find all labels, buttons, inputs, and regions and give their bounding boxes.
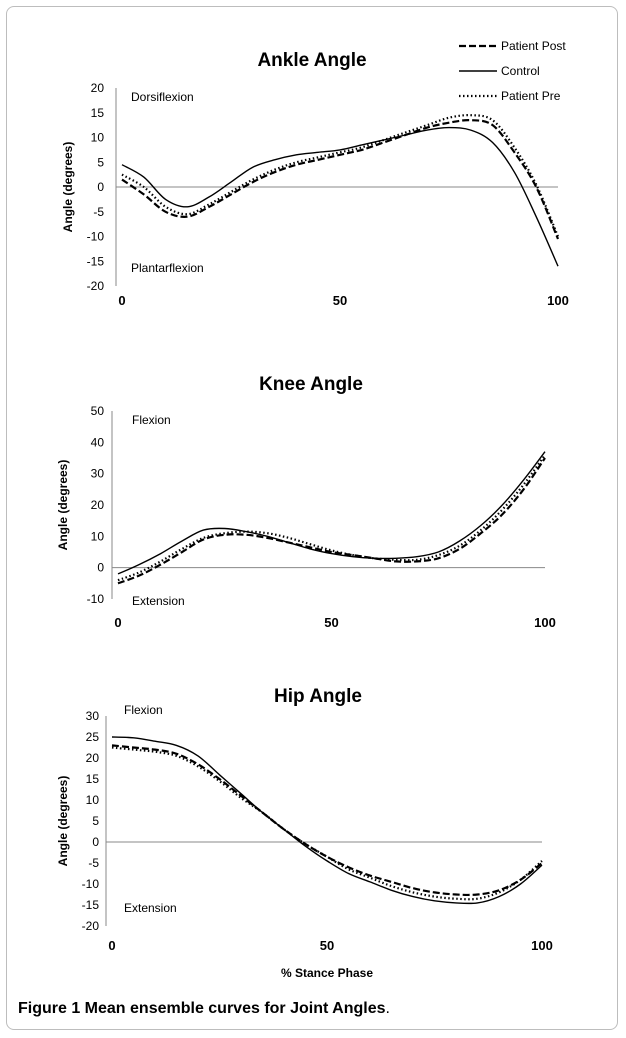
figure-frame	[6, 6, 618, 1030]
legend-label: Control	[501, 64, 540, 78]
y-tick-label: 30	[86, 709, 100, 723]
annotation-bottom: Extension	[124, 901, 177, 915]
legend: Patient Post Control Patient Pre	[459, 39, 566, 103]
series-line-control	[117, 451, 546, 575]
y-tick-label: 20	[91, 81, 105, 95]
series-line-patient-post	[121, 119, 560, 240]
x-tick-label: 50	[324, 615, 338, 630]
series-line-patient-post	[111, 744, 543, 897]
y-tick-label: 30	[91, 467, 105, 481]
annotation-top: Flexion	[132, 413, 171, 427]
y-tick-label: 0	[97, 561, 104, 575]
x-tick-label: 0	[118, 293, 125, 308]
x-tick-label: 100	[547, 293, 569, 308]
caption-text: Mean ensemble curves for Joint Angles	[80, 1000, 386, 1017]
y-tick-label: 0	[97, 180, 104, 194]
y-axis-label: Angle (degrees)	[56, 776, 70, 867]
y-tick-label: 0	[92, 835, 99, 849]
y-tick-label: -10	[87, 230, 105, 244]
x-tick-label: 0	[108, 938, 115, 953]
y-tick-label: -10	[87, 592, 105, 606]
x-tick-label: 100	[531, 938, 553, 953]
x-tick-label: 50	[333, 293, 347, 308]
y-axis-label: Angle (degrees)	[56, 460, 70, 551]
y-tick-label: -5	[88, 856, 99, 870]
series-line-control	[111, 736, 543, 905]
y-tick-label: 40	[91, 435, 105, 449]
annotation-bottom: Plantarflexion	[131, 261, 204, 275]
y-tick-label: 10	[86, 793, 100, 807]
y-tick-label: 25	[86, 730, 100, 744]
x-tick-label: 0	[114, 615, 121, 630]
series-line-patient-pre	[117, 454, 546, 582]
chart-title: Knee Angle	[259, 374, 363, 395]
annotation-top: Dorsiflexion	[131, 90, 194, 104]
series-line-control	[121, 126, 559, 267]
y-tick-label: 50	[91, 404, 105, 418]
y-tick-label: -20	[87, 279, 105, 293]
y-tick-label: -10	[82, 877, 100, 891]
annotation-bottom: Extension	[132, 594, 185, 608]
caption-label: Figure 1	[18, 1000, 81, 1017]
chart-title: Ankle Angle	[257, 50, 366, 71]
y-tick-label: 5	[92, 814, 99, 828]
series-line-patient-pre	[121, 114, 560, 237]
y-tick-label: 5	[97, 155, 104, 169]
chart-title: Hip Angle	[274, 686, 362, 707]
y-tick-label: 15	[91, 106, 105, 120]
series-line-patient-pre	[111, 746, 543, 901]
y-tick-label: -15	[82, 898, 100, 912]
y-axis-label: Angle (degrees)	[61, 142, 75, 233]
y-tick-label: -15	[87, 254, 105, 268]
y-tick-label: 10	[91, 131, 105, 145]
x-axis-label: % Stance Phase	[281, 966, 373, 980]
x-tick-label: 50	[320, 938, 334, 953]
annotation-top: Flexion	[124, 703, 163, 717]
figure-caption: Figure 1 Mean ensemble curves for Joint …	[18, 1000, 390, 1018]
y-tick-label: -5	[93, 205, 104, 219]
y-tick-label: 20	[91, 498, 105, 512]
x-tick-label: 100	[534, 615, 556, 630]
y-tick-label: -20	[82, 919, 100, 933]
legend-label: Patient Post	[501, 39, 566, 53]
y-tick-label: 10	[91, 529, 105, 543]
legend-label: Patient Pre	[501, 89, 561, 103]
y-tick-label: 15	[86, 772, 100, 786]
y-tick-label: 20	[86, 751, 100, 765]
caption-period: .	[385, 1000, 390, 1017]
series-line-patient-post	[117, 457, 546, 585]
